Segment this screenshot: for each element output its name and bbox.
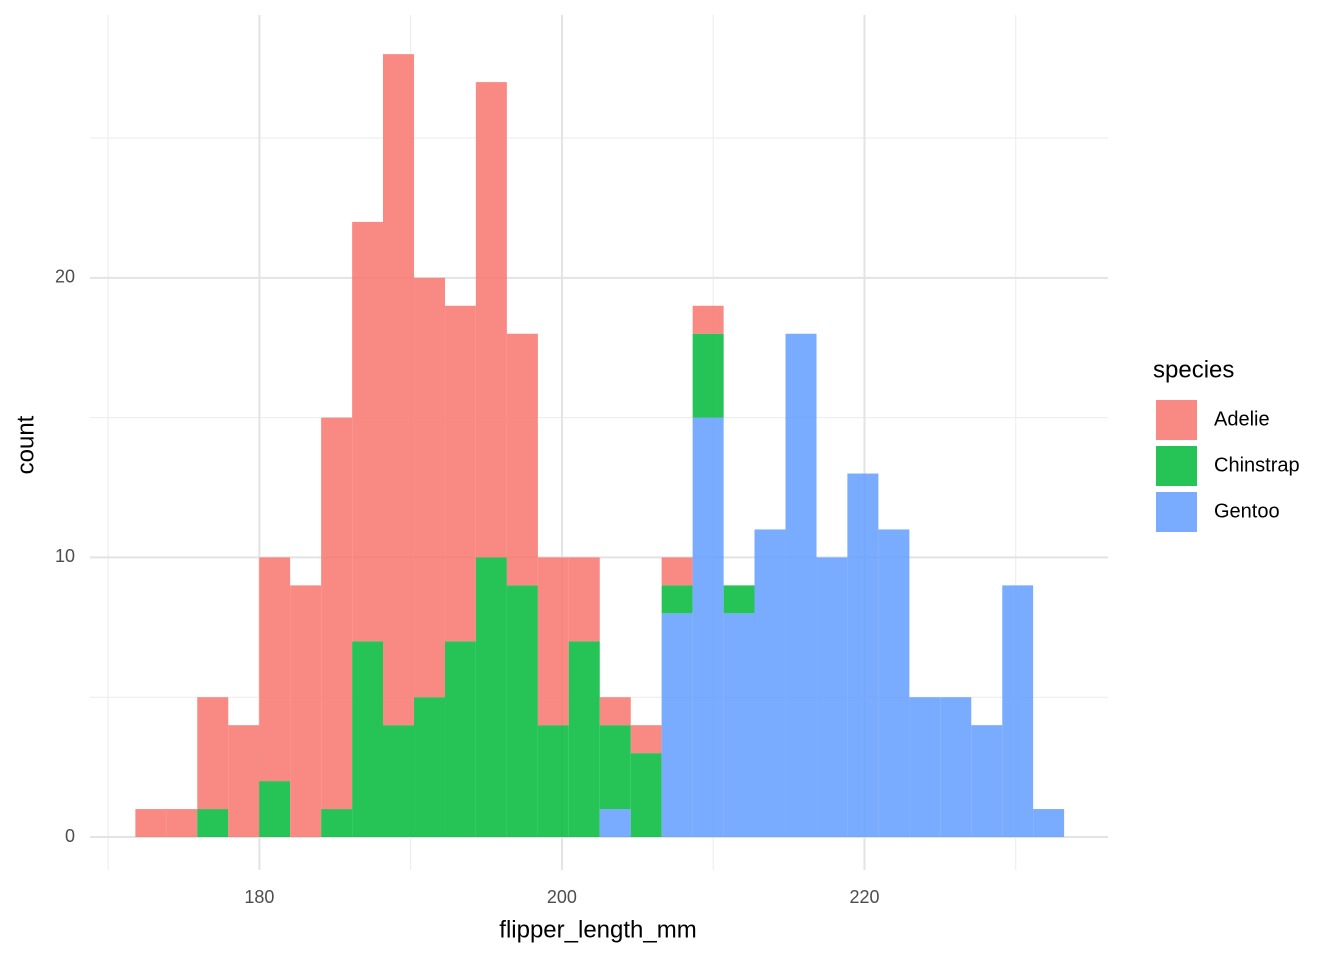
histogram-bar [382, 54, 415, 726]
histogram-bar [971, 725, 1003, 838]
histogram-bar [692, 333, 724, 418]
histogram-bar [414, 697, 446, 838]
legend-label: Gentoo [1214, 500, 1280, 522]
histogram-bar [197, 809, 229, 838]
histogram-bar [259, 781, 291, 838]
legend-key [1156, 492, 1197, 532]
histogram-bar [661, 557, 693, 586]
legend-key [1156, 446, 1197, 486]
histogram-bar [537, 557, 569, 726]
histogram-bar [816, 557, 848, 838]
histogram-bar [321, 809, 353, 838]
histogram-bar [537, 725, 569, 838]
histogram-bar [599, 697, 631, 726]
histogram-bar [445, 641, 476, 838]
histogram-bar [382, 725, 415, 838]
histogram-bar [599, 809, 631, 838]
histogram-bar [568, 557, 600, 642]
histogram-bar [506, 585, 538, 838]
histogram-bar [723, 613, 755, 838]
histogram-bar [661, 613, 693, 838]
histogram-bar [723, 585, 755, 614]
histogram-bar [321, 417, 353, 810]
histogram-bar [568, 641, 600, 838]
y-tick-label: 20 [55, 267, 75, 287]
histogram-bar [1033, 809, 1065, 838]
histogram-bar [878, 529, 910, 838]
legend-label: Chinstrap [1214, 454, 1300, 476]
x-tick-label: 220 [849, 887, 879, 907]
histogram-bar [135, 809, 167, 838]
histogram-bar [847, 473, 879, 838]
y-tick-label: 10 [55, 546, 75, 566]
histogram-bar [692, 417, 724, 838]
y-axis-label: count [12, 415, 39, 474]
histogram-bar [259, 557, 291, 782]
histogram-bar [661, 585, 693, 614]
histogram-bar [166, 809, 198, 838]
histogram-bar [197, 697, 229, 810]
histogram-bar [630, 725, 662, 754]
x-tick-label: 200 [547, 887, 577, 907]
histogram-bar [352, 221, 383, 642]
histogram-bar [445, 305, 476, 642]
histogram-bar [754, 529, 786, 838]
histogram-bar [506, 333, 538, 586]
histogram-bar [940, 697, 972, 838]
histogram-bar [599, 725, 631, 810]
histogram-bar [414, 277, 446, 698]
histogram-bar [909, 697, 941, 838]
histogram-bar [785, 333, 817, 838]
histogram-bar [475, 557, 507, 838]
x-tick-label: 180 [244, 887, 274, 907]
y-tick-label: 0 [65, 826, 75, 846]
x-axis-label: flipper_length_mm [499, 916, 696, 943]
histogram-bar [692, 305, 724, 334]
histogram-bar [475, 82, 507, 558]
legend-key [1156, 400, 1197, 440]
legend-label: Adelie [1214, 408, 1270, 430]
histogram-bar [290, 585, 322, 838]
legend-title: species [1153, 356, 1234, 383]
histogram-bar [630, 753, 662, 838]
histogram-bar [228, 725, 260, 838]
histogram-bar [1002, 585, 1034, 838]
histogram-bar [352, 641, 383, 838]
